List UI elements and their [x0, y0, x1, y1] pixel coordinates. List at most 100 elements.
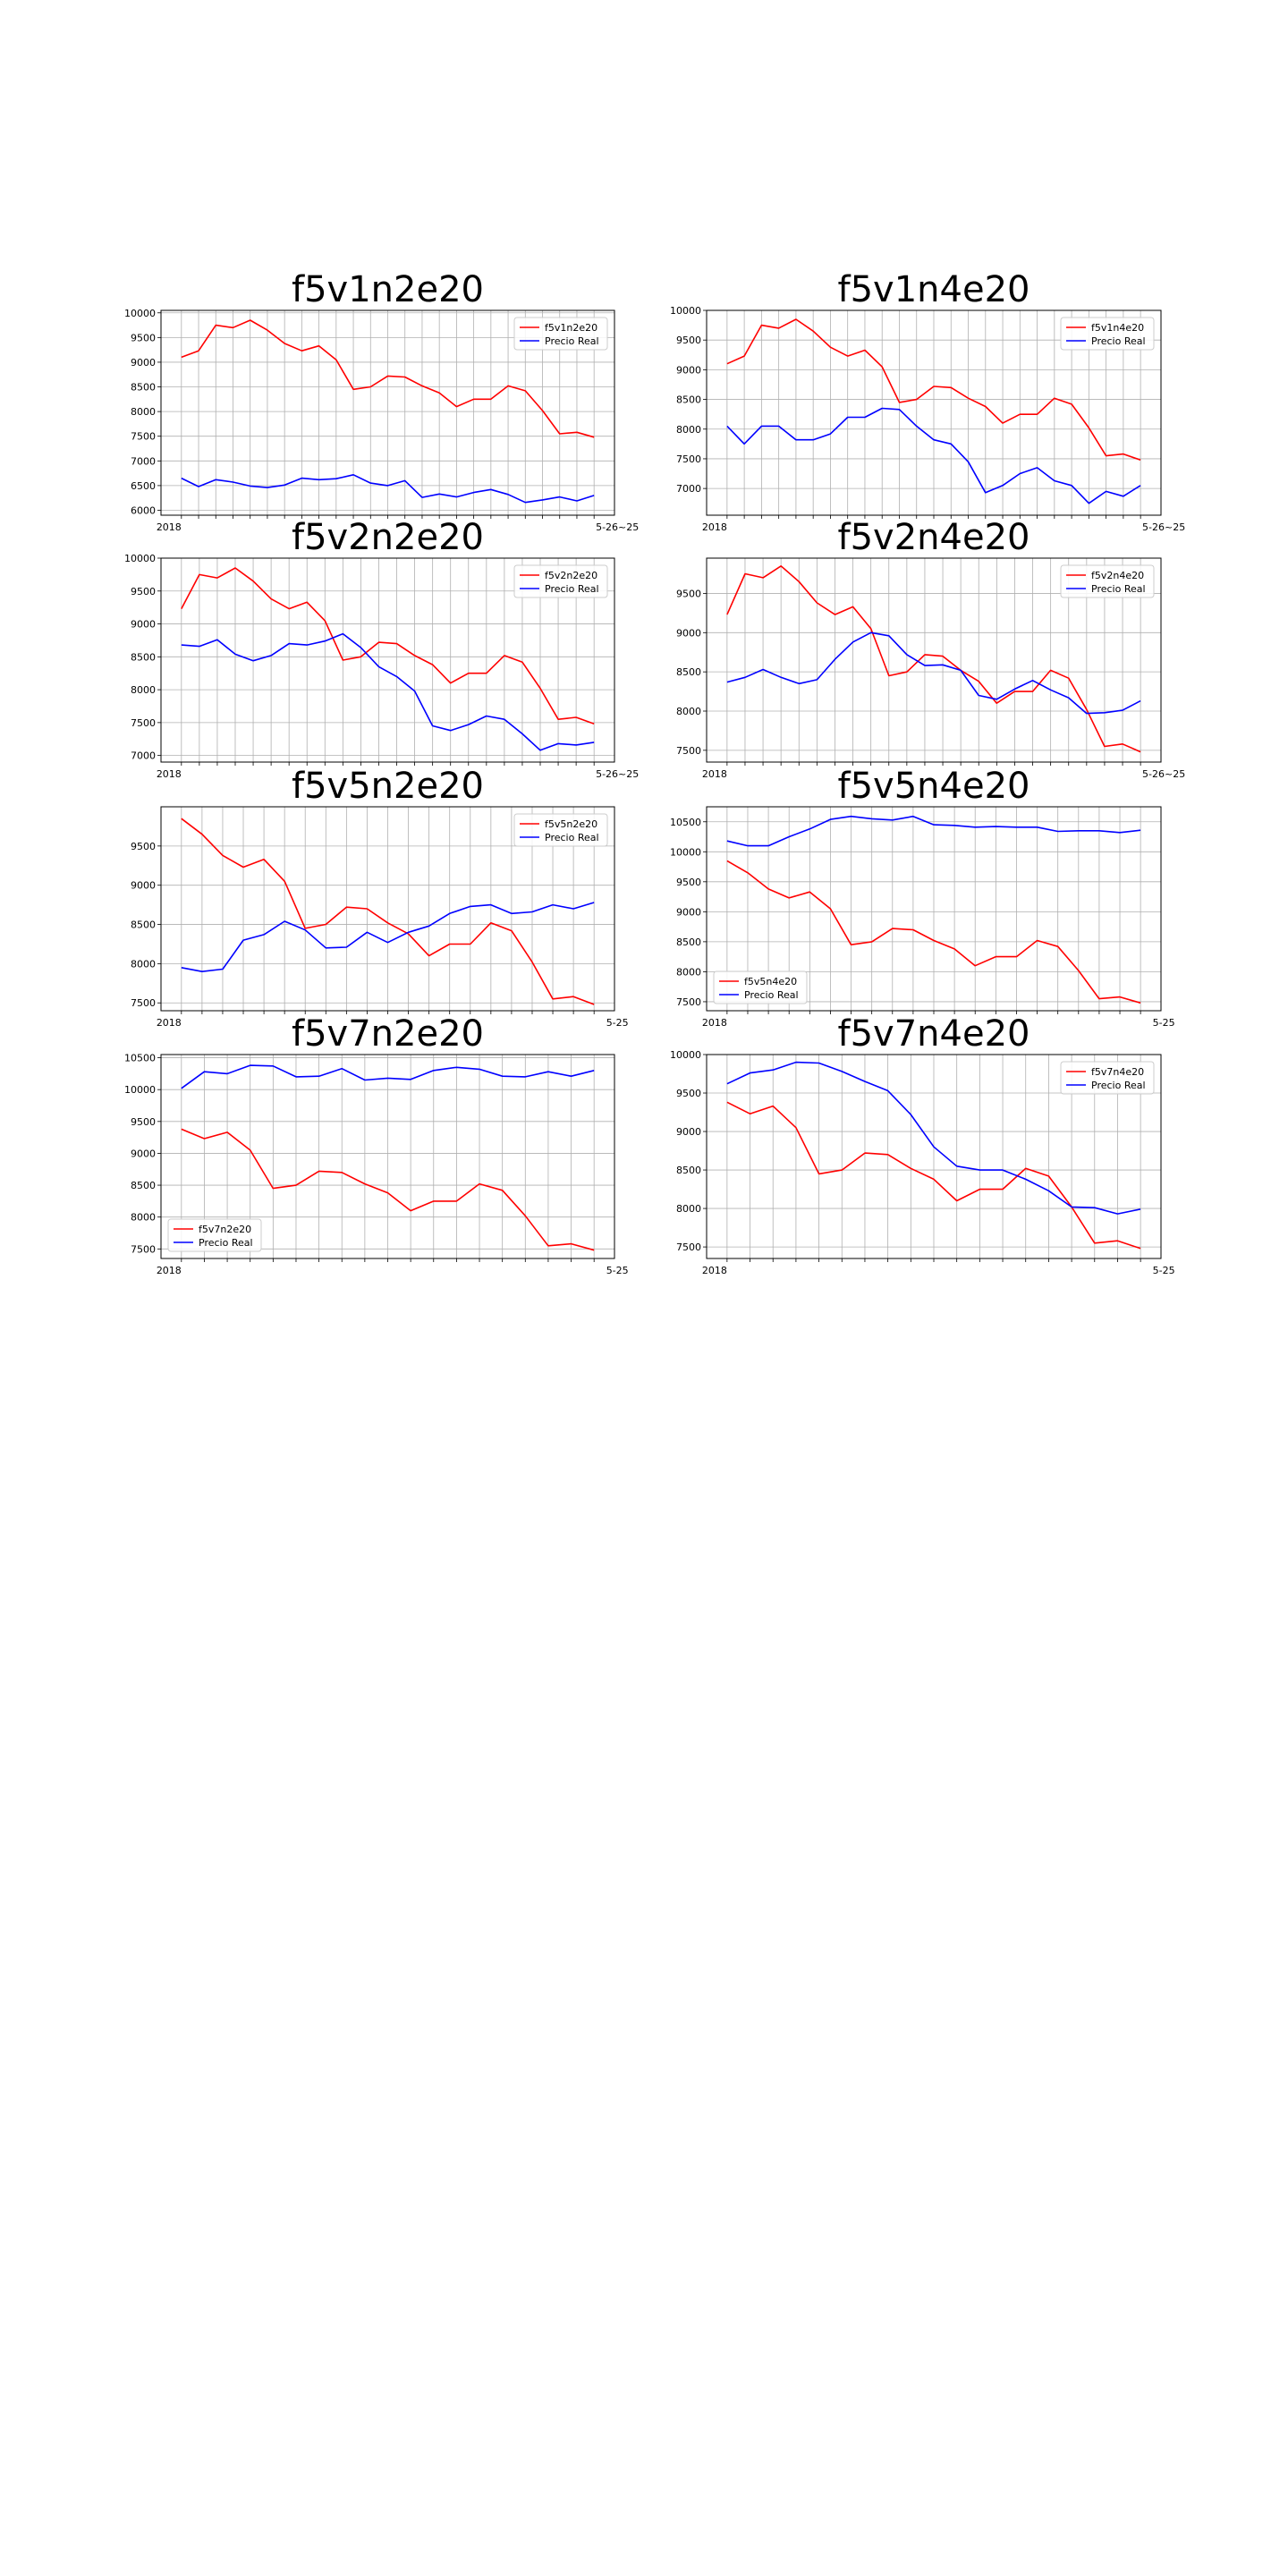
series-line-model — [181, 818, 595, 1005]
legend-box — [513, 564, 608, 598]
legend: f5v5n4e20 Precio Real — [713, 970, 808, 1004]
x-tick-label-end: 5-26~25 — [1142, 521, 1185, 533]
y-tick-label: 8000 — [131, 958, 156, 970]
y-tick-label: 9000 — [676, 627, 701, 639]
legend-box — [513, 813, 608, 847]
y-tick-label: 7500 — [676, 453, 701, 465]
legend: f5v7n4e20 Precio Real — [1060, 1061, 1155, 1095]
plot-frame — [706, 309, 1162, 516]
y-tick-label: 9500 — [131, 1116, 156, 1128]
y-tick-label: 8000 — [676, 424, 701, 436]
y-tick-label: 8500 — [676, 936, 701, 948]
y-tick-label: 9500 — [131, 841, 156, 852]
legend-box — [1060, 564, 1155, 598]
y-tick-label: 10000 — [670, 846, 701, 858]
x-tick-label-start: 2018 — [702, 1265, 727, 1276]
y-tick-label: 9000 — [131, 880, 156, 892]
chart-title: f5v2n4e20 — [838, 517, 1030, 558]
y-tick-label: 8500 — [676, 1165, 701, 1176]
y-tick-label: 9000 — [676, 906, 701, 918]
x-tick-label-start: 2018 — [157, 521, 182, 533]
y-tick-label: 8500 — [131, 1180, 156, 1191]
y-tick-label: 8500 — [131, 651, 156, 663]
x-tick-label-start: 2018 — [157, 1265, 182, 1276]
y-tick-label: 9000 — [676, 1126, 701, 1138]
chart-2: f5v2n2e20 7000 7500 8000 8500 9000 9500 10000 20… — [124, 517, 639, 780]
plot-frame — [706, 557, 1162, 763]
x-tick-label-end: 5-25 — [1153, 1265, 1175, 1276]
legend-label: Precio Real — [1091, 1080, 1146, 1091]
series-line-model — [181, 567, 595, 725]
series-line-precio-real — [181, 473, 595, 504]
chart-title: f5v7n2e20 — [292, 1013, 484, 1055]
y-tick-label: 10000 — [124, 1084, 156, 1096]
plot-frame — [160, 309, 615, 516]
y-tick-label: 10500 — [670, 817, 701, 828]
y-tick-label: 7500 — [676, 1241, 701, 1253]
y-tick-label: 9500 — [676, 1088, 701, 1099]
chart-title: f5v2n2e20 — [292, 517, 484, 558]
chart-0: f5v1n2e20 6000 6500 7000 7500 8000 8500 9000 950… — [124, 269, 639, 533]
legend-label: f5v7n4e20 — [1091, 1066, 1144, 1078]
y-tick-label: 7500 — [131, 431, 156, 443]
chart-3: f5v2n4e20 7500 8000 8500 9000 9500 2018 5-26~25… — [676, 517, 1185, 780]
y-tick-label: 8500 — [676, 666, 701, 678]
chart-1: f5v1n4e20 7000 7500 8000 8500 9000 9500 10000 20… — [670, 269, 1185, 533]
series-line-precio-real — [181, 632, 595, 751]
legend-box — [1060, 1061, 1155, 1095]
legend: f5v5n2e20 Precio Real — [513, 813, 608, 847]
y-tick-label: 9500 — [676, 335, 701, 346]
legend-label: f5v1n2e20 — [545, 322, 597, 334]
y-tick-label: 6000 — [131, 504, 156, 516]
legend: f5v7n2e20 Precio Real — [167, 1218, 262, 1252]
legend-label: Precio Real — [545, 335, 599, 347]
y-tick-label: 7500 — [131, 997, 156, 1009]
legend: f5v2n4e20 Precio Real — [1060, 564, 1155, 598]
y-tick-label: 7500 — [676, 996, 701, 1008]
series-line-model — [726, 318, 1141, 462]
y-tick-label: 8500 — [676, 394, 701, 406]
y-tick-label: 10000 — [670, 305, 701, 317]
x-tick-label-start: 2018 — [157, 768, 182, 780]
chart-4: f5v5n2e20 7500 8000 8500 9000 9500 2018 5-25 f5v… — [131, 766, 629, 1029]
x-tick-label-end: 5-26~25 — [1142, 768, 1185, 780]
y-tick-label: 8000 — [676, 966, 701, 978]
y-tick-label: 9000 — [131, 1148, 156, 1159]
series-line-model — [181, 1128, 595, 1251]
series-line-model — [181, 319, 595, 438]
x-tick-label-end: 5-25 — [606, 1265, 629, 1276]
chart-title: f5v1n4e20 — [838, 269, 1030, 310]
y-tick-label: 10500 — [124, 1053, 156, 1064]
series-line-precio-real — [181, 902, 595, 972]
x-tick-label-end: 5-26~25 — [596, 521, 639, 533]
y-tick-label: 9500 — [676, 877, 701, 888]
legend-label: Precio Real — [1091, 335, 1146, 347]
x-tick-label-start: 2018 — [157, 1017, 182, 1029]
y-tick-label: 8000 — [131, 684, 156, 696]
chart-title: f5v1n2e20 — [292, 269, 484, 310]
chart-title: f5v7n4e20 — [838, 1013, 1030, 1055]
y-tick-label: 7000 — [131, 750, 156, 762]
plot-frame — [160, 1054, 615, 1259]
legend-box — [513, 317, 608, 351]
y-tick-label: 7500 — [131, 717, 156, 729]
legend-label: Precio Real — [545, 583, 599, 595]
chart-title: f5v5n4e20 — [838, 766, 1030, 807]
y-tick-label: 8500 — [131, 919, 156, 931]
chart-6: f5v7n2e20 7500 8000 8500 9000 9500 10000 10500 2… — [124, 1013, 629, 1276]
y-tick-label: 7500 — [131, 1243, 156, 1255]
legend-label: f5v2n2e20 — [545, 570, 597, 581]
plot-frame — [160, 806, 615, 1012]
legend-label: Precio Real — [744, 989, 799, 1001]
y-tick-label: 10000 — [124, 553, 156, 564]
y-tick-label: 9500 — [676, 588, 701, 599]
legend-label: f5v5n2e20 — [545, 818, 597, 830]
legend-box — [167, 1218, 262, 1252]
series-line-model — [726, 564, 1141, 753]
plot-frame — [706, 1054, 1162, 1259]
series-line-precio-real — [726, 407, 1141, 504]
x-tick-label-end: 5-25 — [606, 1017, 629, 1029]
